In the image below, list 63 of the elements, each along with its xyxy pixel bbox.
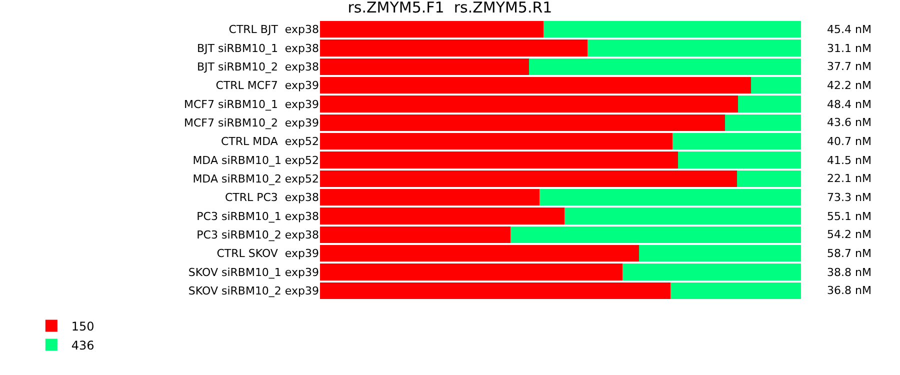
y-tick-label: MDA siRBM10_1 exp52 bbox=[192, 154, 319, 167]
bar bbox=[678, 152, 801, 168]
y-tick-label: CTRL SKOV exp39 bbox=[216, 247, 319, 260]
y-tick-label: PC3 siRBM10_1 exp38 bbox=[196, 210, 319, 223]
y-tick-label: PC3 siRBM10_2 exp38 bbox=[196, 228, 319, 242]
chart-title: rs.ZMYM5.F1 rs.ZMYM5.R1 bbox=[348, 0, 552, 16]
y-tick-label: MCF7 siRBM10_1 exp39 bbox=[184, 98, 319, 111]
y-tick-label: SKOV siRBM10_2 exp39 bbox=[188, 284, 319, 298]
text: 43.6 nM bbox=[827, 116, 872, 129]
text: 41.5 nM bbox=[827, 154, 872, 167]
bar bbox=[320, 188, 540, 206]
y-tick-label: CTRL PC3 exp38 bbox=[224, 191, 319, 204]
legend-label: 436 bbox=[71, 338, 94, 352]
text: 31.1 nM bbox=[827, 42, 872, 55]
y-tick-label: SKOV siRBM10_1 exp39 bbox=[188, 266, 319, 279]
bar bbox=[320, 20, 544, 38]
text: 55.1 nM bbox=[827, 210, 872, 223]
bar bbox=[510, 226, 801, 244]
bar bbox=[539, 188, 801, 206]
bar bbox=[320, 96, 738, 112]
bar bbox=[750, 76, 801, 94]
bar bbox=[320, 208, 564, 224]
text: 37.7 nM bbox=[827, 60, 872, 73]
bar bbox=[587, 40, 801, 56]
text: 42.2 nM bbox=[827, 79, 872, 92]
text: 22.1 nM bbox=[827, 172, 872, 185]
bar bbox=[638, 244, 801, 262]
y-tick-label: BJT siRBM10_1 exp38 bbox=[196, 42, 319, 55]
bar bbox=[738, 96, 801, 112]
legend-label: 150 bbox=[71, 319, 94, 334]
text: 45.4 nM bbox=[827, 23, 872, 36]
bar bbox=[672, 132, 801, 150]
bar bbox=[320, 132, 673, 150]
bar bbox=[544, 20, 801, 38]
bar bbox=[320, 114, 725, 132]
bar bbox=[320, 244, 639, 262]
bar bbox=[737, 170, 801, 188]
text: 36.8 nM bbox=[827, 284, 872, 297]
bar bbox=[320, 76, 751, 94]
text: 48.4 nM bbox=[827, 98, 872, 111]
bar bbox=[529, 58, 801, 76]
bar bbox=[725, 114, 801, 132]
y-tick-label: CTRL MDA exp52 bbox=[220, 135, 319, 148]
bar bbox=[320, 40, 588, 56]
y-tick-label: MCF7 siRBM10_2 exp39 bbox=[184, 116, 319, 130]
text: 54.2 nM bbox=[827, 228, 872, 241]
text: 58.7 nM bbox=[827, 247, 872, 260]
bar bbox=[320, 264, 623, 280]
bar bbox=[622, 264, 801, 280]
bar bbox=[320, 58, 530, 76]
y-tick-label: BJT siRBM10_2 exp38 bbox=[196, 60, 319, 74]
bar bbox=[670, 282, 801, 300]
bar bbox=[320, 282, 671, 300]
text: 40.7 nM bbox=[827, 135, 872, 148]
bar bbox=[320, 170, 738, 188]
bar bbox=[320, 226, 510, 244]
y-tick-label: CTRL BJT exp38 bbox=[228, 23, 319, 36]
text: 38.8 nM bbox=[827, 266, 872, 279]
y-tick-label: MDA siRBM10_2 exp52 bbox=[192, 172, 319, 186]
bar bbox=[320, 152, 678, 168]
text: 73.3 nM bbox=[827, 191, 872, 204]
y-tick-label: CTRL MCF7 exp39 bbox=[216, 79, 319, 92]
bar bbox=[564, 208, 801, 224]
